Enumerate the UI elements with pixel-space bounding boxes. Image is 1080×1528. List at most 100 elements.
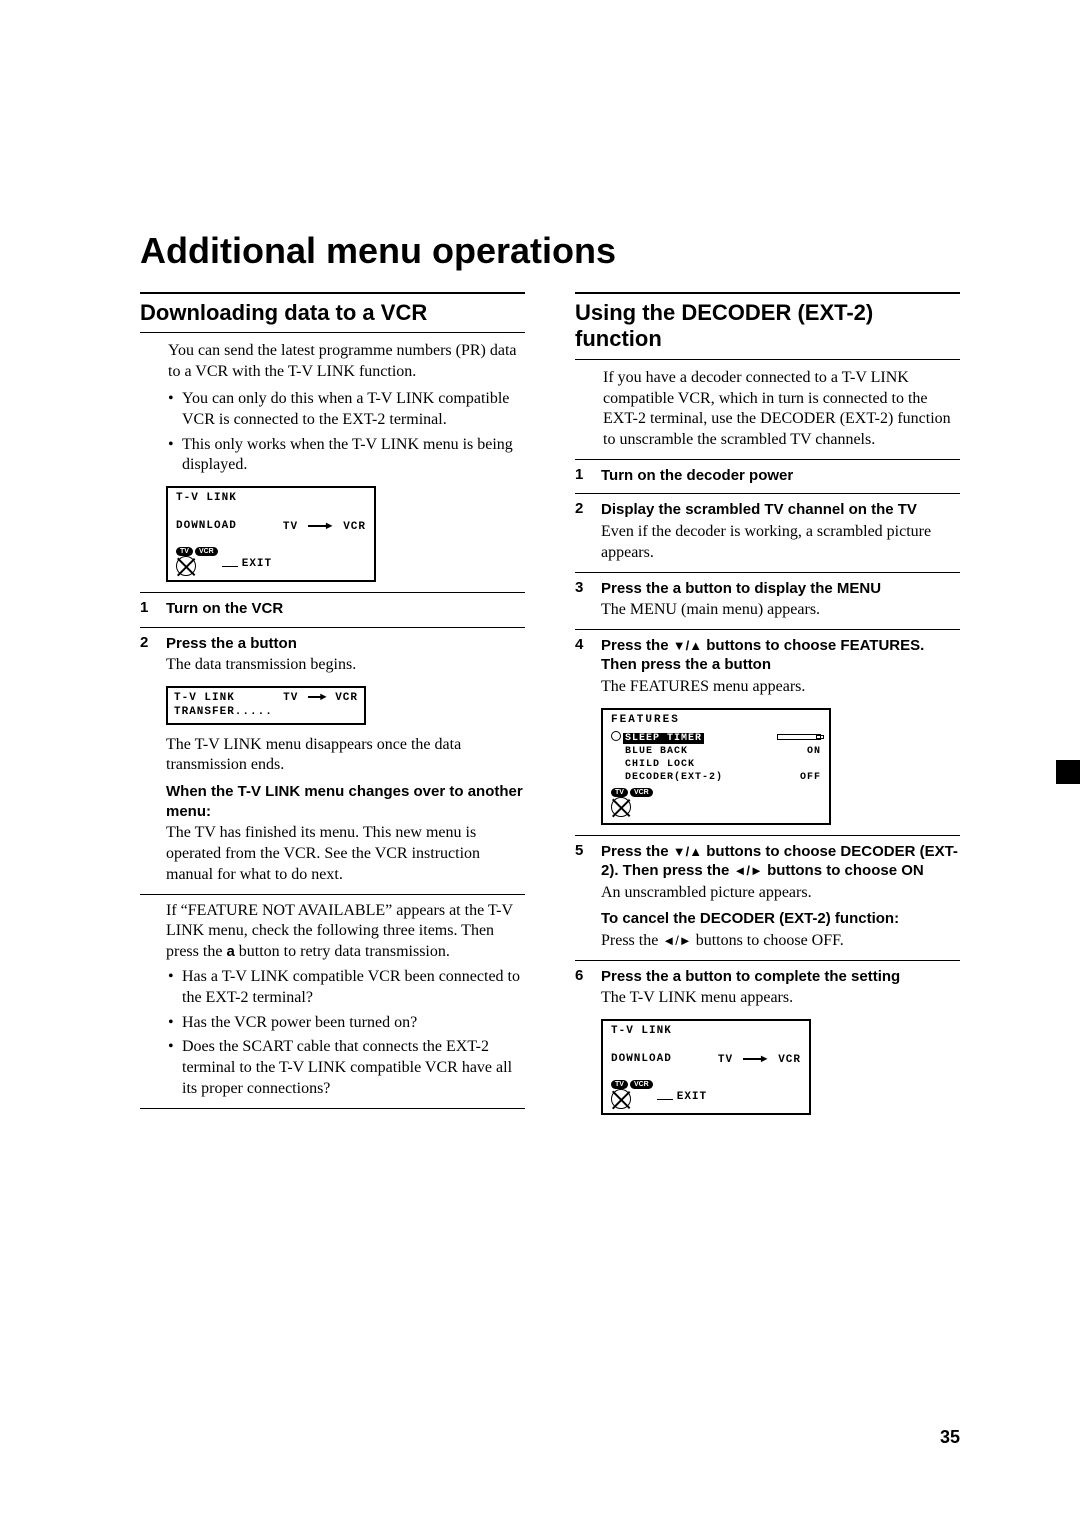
osd-feature-row: CHILD LOCK — [611, 758, 821, 771]
step-title: Press the ▼/▲ buttons to choose DECODER … — [601, 842, 960, 881]
osd-feature-row: BLUE BACK ON — [611, 745, 821, 758]
lozenge-vcr: VCR — [195, 547, 218, 556]
nav-cross-icon — [611, 1089, 631, 1109]
step-title-text: button to display the MENU — [681, 580, 881, 597]
osd-title: T-V LINK — [603, 1021, 809, 1041]
osd-highlighted-label: SLEEP TIMER — [623, 733, 704, 744]
list-item: Does the SCART cable that connects the E… — [168, 1037, 525, 1099]
osd-tv-vcr: TV ► VCR — [283, 691, 358, 705]
osd-foot-line — [657, 1099, 673, 1100]
osd-feature-row: DECODER(EXT-2) OFF — [611, 771, 821, 784]
step-title: Press the a button to display the MENU — [601, 579, 881, 599]
section-title-right: Using the DECODER (EXT-2) function — [575, 292, 960, 360]
step-title-text: Press the — [601, 843, 673, 860]
divider — [140, 592, 525, 593]
step-row: 1 Turn on the VCR — [140, 599, 525, 619]
left-column: Downloading data to a VCR You can send t… — [140, 292, 525, 1125]
osd-tv: TV — [283, 692, 298, 704]
osd-lozenge-pair: TV VCR — [611, 1080, 653, 1089]
osd-label: CHILD LOCK — [611, 758, 695, 771]
left-intro: You can send the latest programme number… — [168, 341, 525, 383]
step-body: Even if the decoder is working, a scramb… — [601, 522, 960, 564]
body-text: buttons to choose OFF. — [692, 932, 844, 949]
osd-row: DOWNLOAD TV ► VCR — [603, 1041, 809, 1078]
list-item: Has a T-V LINK compatible VCR been conne… — [168, 967, 525, 1009]
osd-vcr: VCR — [778, 1054, 801, 1066]
step-row: 6 Press the a button to complete the set… — [575, 967, 960, 987]
right-column: Using the DECODER (EXT-2) function If yo… — [575, 292, 960, 1125]
divider — [140, 1108, 525, 1109]
osd-arrow-icon: ► — [324, 520, 336, 532]
step-body: The data transmission begins. — [166, 655, 525, 676]
step-body: The FEATURES menu appears. — [601, 677, 960, 698]
step-number: 3 — [575, 579, 593, 599]
page-title: Additional menu operations — [140, 230, 960, 272]
step-title: Press the a button to complete the setti… — [601, 967, 900, 987]
triangle-left-right-icon: ◄/► — [662, 933, 691, 948]
osd-footer: TV VCR EXIT — [603, 1078, 809, 1113]
osd-feature-list: SLEEP TIMER BLUE BACK ON CHILD LOCK DECO… — [603, 730, 829, 786]
step-row: 2 Press the a button — [140, 634, 525, 654]
osd-download-label: DOWNLOAD — [611, 1053, 672, 1066]
osd-footer: TV VCR EXIT — [168, 545, 374, 580]
step-title: Turn on the VCR — [166, 599, 283, 619]
step-row: 4 Press the ▼/▲ buttons to choose FEATUR… — [575, 636, 960, 675]
osd-tv-vcr: TV ► VCR — [718, 1053, 801, 1066]
step-title-text: Press the — [601, 968, 673, 985]
osd-label: BLUE BACK — [611, 745, 688, 758]
osd-vcr: VCR — [343, 521, 366, 533]
osd-foot-line — [222, 566, 238, 567]
osd-tvlink-box: T-V LINK DOWNLOAD TV ► VCR TV VCR — [166, 486, 376, 582]
osd-row: T-V LINK TV ► VCR — [174, 691, 358, 705]
osd-value: ON — [807, 745, 821, 758]
feature-bullet-list: Has a T-V LINK compatible VCR been conne… — [168, 967, 525, 1100]
body-text: Press the ◄/► buttons to choose OFF. — [601, 931, 960, 952]
triangle-up-down-icon: ▼/▲ — [673, 638, 702, 653]
step-title: Press the a button — [166, 634, 297, 654]
divider — [575, 493, 960, 494]
osd-features-box: FEATURES SLEEP TIMER BLUE BACK ON CHILD … — [601, 708, 831, 825]
step-row: 3 Press the a button to display the MENU — [575, 579, 960, 599]
left-bullet-list: You can only do this when a T-V LINK com… — [168, 389, 525, 476]
step-row: 5 Press the ▼/▲ buttons to choose DECODE… — [575, 842, 960, 881]
divider — [575, 459, 960, 460]
divider — [140, 627, 525, 628]
ok-button-glyph: a — [673, 968, 681, 985]
osd-exit-label: EXIT — [242, 558, 272, 570]
body-text: The T-V LINK menu disappears once the da… — [166, 735, 525, 777]
osd-arrow-icon: ► — [759, 1053, 771, 1065]
lozenge-tv: TV — [176, 547, 193, 556]
slider-bar-icon — [777, 730, 821, 745]
osd-lozenge-pair: TV VCR — [611, 788, 653, 797]
divider — [575, 835, 960, 836]
osd-title: T-V LINK — [168, 488, 374, 508]
step-number: 2 — [140, 634, 158, 654]
divider — [140, 894, 525, 895]
step-title-text: Press the — [166, 635, 238, 652]
right-intro: If you have a decoder connected to a T-V… — [603, 368, 960, 451]
osd-vcr: VCR — [335, 692, 358, 704]
step-title-text: button to complete the setting — [681, 968, 900, 985]
list-item: This only works when the T-V LINK menu i… — [168, 435, 525, 477]
body-text: If “FEATURE NOT AVAILABLE” appears at th… — [166, 901, 525, 963]
ok-button-glyph: a — [673, 580, 681, 597]
step-title: Press the ▼/▲ buttons to choose FEATURES… — [601, 636, 960, 675]
step-number: 1 — [575, 466, 593, 486]
ok-button-glyph: a — [238, 635, 246, 652]
osd-tv-vcr: TV ► VCR — [283, 520, 366, 533]
cursor-icon — [611, 731, 621, 741]
step-title-text: button — [720, 656, 771, 673]
page-number: 35 — [940, 1427, 960, 1448]
lozenge-tv: TV — [611, 1080, 628, 1089]
lozenge-vcr: VCR — [630, 788, 653, 797]
osd-title: FEATURES — [603, 710, 829, 730]
step-title-text: Press the — [601, 580, 673, 597]
step-body: The T-V LINK menu appears. — [601, 988, 960, 1009]
step-body: An unscrambled picture appears. — [601, 883, 960, 904]
osd-feature-row: SLEEP TIMER — [611, 730, 821, 745]
osd-label: DECODER(EXT-2) — [611, 771, 723, 784]
osd-lozenge-pair: TV VCR — [176, 547, 218, 556]
nav-cross-icon — [176, 556, 196, 576]
step-title: Turn on the decoder power — [601, 466, 793, 486]
body-text: Press the — [601, 932, 662, 949]
